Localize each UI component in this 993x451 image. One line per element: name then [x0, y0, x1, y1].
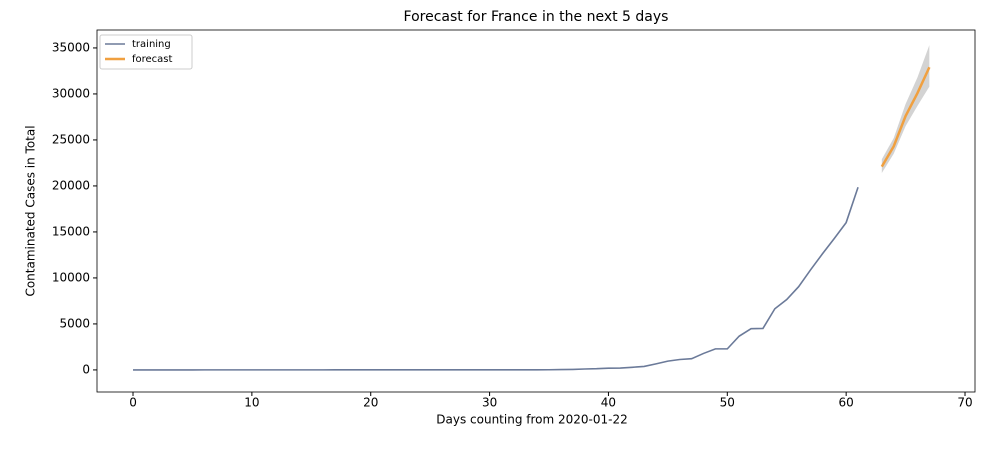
- y-tick-label: 35000: [52, 40, 90, 54]
- legend-label: training: [132, 39, 171, 50]
- x-axis-label: Days counting from 2020-01-22: [436, 413, 627, 427]
- y-tick-label: 25000: [52, 132, 90, 146]
- y-axis-label: Contaminated Cases in Total: [24, 125, 38, 296]
- x-tick-label: 30: [482, 396, 497, 410]
- plot-frame: [96, 29, 976, 393]
- x-tick-label: 40: [601, 396, 616, 410]
- legend-label: forecast: [132, 54, 173, 65]
- x-tick-label: 10: [244, 396, 259, 410]
- y-tick-label: 15000: [52, 224, 90, 238]
- y-tick-label: 30000: [52, 86, 90, 100]
- y-tick-label: 5000: [59, 316, 90, 330]
- x-tick-label: 0: [129, 396, 137, 410]
- x-tick-label: 50: [720, 396, 735, 410]
- y-tick-label: 10000: [52, 270, 90, 284]
- x-tick-label: 60: [839, 396, 854, 410]
- y-tick-label: 0: [82, 362, 90, 376]
- chart-title: Forecast for France in the next 5 days: [404, 9, 669, 25]
- x-tick-label: 20: [363, 396, 378, 410]
- y-tick-label: 20000: [52, 178, 90, 192]
- line-training: [133, 187, 859, 371]
- x-tick-label: 70: [957, 396, 972, 410]
- confidence-band: [881, 45, 930, 174]
- line-forecast: [880, 66, 931, 168]
